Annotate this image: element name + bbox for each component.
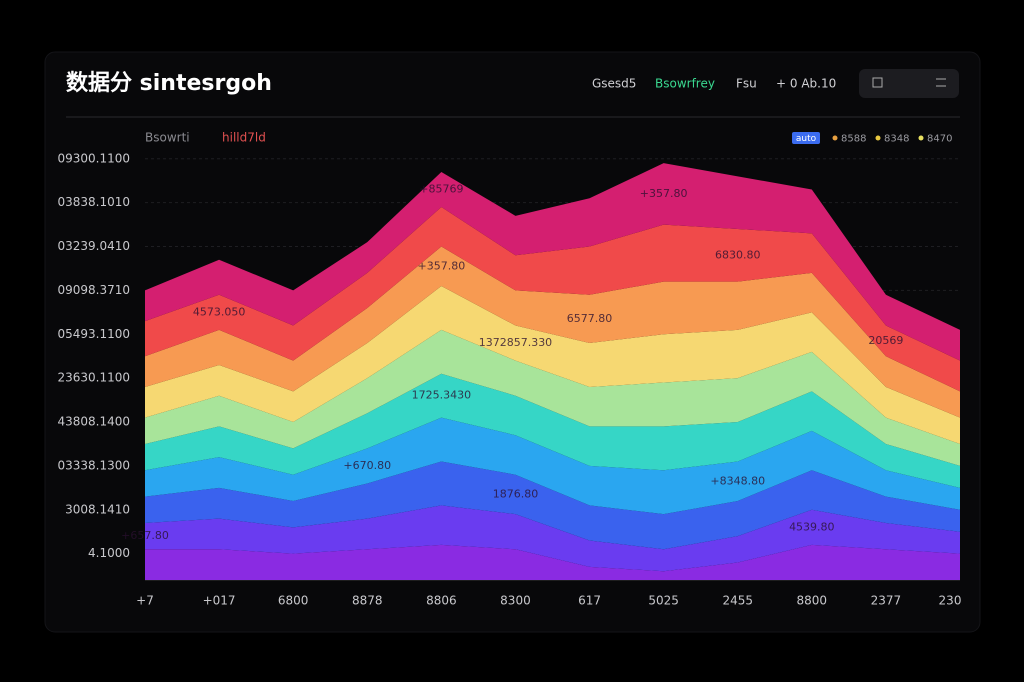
data-label: +357.80 xyxy=(640,187,688,200)
x-tick-label: 617 xyxy=(578,594,601,608)
data-label: 1876.80 xyxy=(493,487,539,500)
data-label: 4573.050 xyxy=(193,305,246,318)
x-tick-label: 2377 xyxy=(871,594,902,608)
y-tick-label: 4.1000 xyxy=(88,546,130,560)
y-tick-label: 43808.1400 xyxy=(57,415,130,429)
area xyxy=(145,461,960,550)
y-tick-label: 03838.1010 xyxy=(57,195,130,209)
x-tick-label: +7 xyxy=(136,594,154,608)
x-tick-label: 8806 xyxy=(426,594,457,608)
area xyxy=(145,505,960,572)
data-label: +85769 xyxy=(419,182,463,195)
y-tick-label: 23630.1100 xyxy=(57,371,130,385)
y-tick-label: 03338.1300 xyxy=(57,458,130,472)
y-tick-label: 09098.3710 xyxy=(57,283,130,297)
area xyxy=(145,246,960,418)
legend-label: auto xyxy=(796,134,817,144)
legend-label: 8470 xyxy=(927,134,952,145)
data-label: +357.80 xyxy=(418,259,466,272)
tab[interactable]: + 0 Ab.10 xyxy=(776,77,836,91)
toolbar-button[interactable] xyxy=(859,69,959,98)
title: 数据分 sintesrgoh xyxy=(66,70,272,96)
area xyxy=(145,544,960,580)
area xyxy=(145,286,960,444)
y-tick-label: 03239.0410 xyxy=(57,239,130,253)
legend-dot xyxy=(832,135,838,141)
data-label: 4539.80 xyxy=(789,520,835,533)
legend: auto 8588 8348 8470 xyxy=(792,132,952,145)
subtitle: hilld7ld xyxy=(222,131,266,145)
data-label: +8348.80 xyxy=(710,474,765,487)
legend-label: 8348 xyxy=(884,134,909,145)
data-label: +657.80 xyxy=(121,529,169,542)
legend-chip xyxy=(792,132,820,144)
data-label: 6830.80 xyxy=(715,248,761,261)
tab[interactable]: Bsowrfrey xyxy=(655,77,715,91)
y-tick-label: 09300.1100 xyxy=(57,151,130,165)
x-tick-label: 5025 xyxy=(648,594,679,608)
subtitle: Bsowrti xyxy=(145,131,190,145)
tab[interactable]: Gsesd5 xyxy=(592,77,636,91)
y-tick-label: 3008.1410 xyxy=(65,502,130,516)
area xyxy=(145,329,960,466)
data-label: 20569 xyxy=(868,334,903,347)
x-tick-label: 2455 xyxy=(722,594,753,608)
tab[interactable]: Fsu xyxy=(736,77,757,91)
y-tick-label: 05493.1100 xyxy=(57,327,130,341)
data-label: 1725.3430 xyxy=(412,389,472,402)
data-label: 1372857.330 xyxy=(479,336,552,349)
area xyxy=(145,373,960,488)
x-tick-label: 8800 xyxy=(797,594,828,608)
legend-dot xyxy=(918,135,924,141)
legend-label: 8588 xyxy=(841,134,866,145)
x-tick-label: 8878 xyxy=(352,594,383,608)
x-tick-label: +017 xyxy=(203,594,236,608)
data-label: 6577.80 xyxy=(567,312,613,325)
data-label: +670.80 xyxy=(343,459,391,472)
tabs: Gsesd5 Bsowrfrey Fsu + 0 Ab.10 xyxy=(592,77,836,91)
x-tick-label: 230 xyxy=(939,594,962,608)
legend-dot xyxy=(875,135,881,141)
x-tick-label: 6800 xyxy=(278,594,309,608)
icon xyxy=(872,77,883,88)
area xyxy=(145,417,960,515)
area xyxy=(145,163,960,361)
x-tick-label: 8300 xyxy=(500,594,531,608)
area xyxy=(145,207,960,392)
